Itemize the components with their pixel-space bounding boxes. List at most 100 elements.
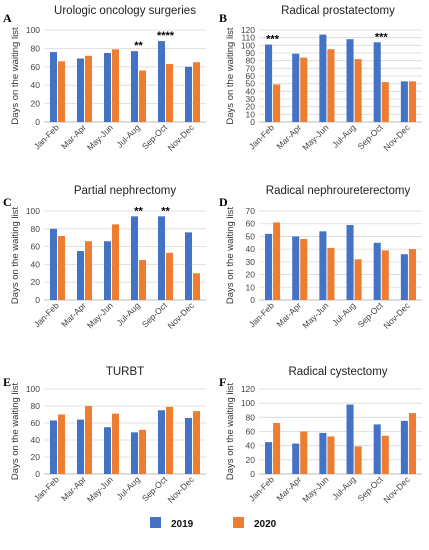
bar-2020-jan-feb (58, 235, 66, 300)
bar-2020-sep-oct (166, 406, 174, 474)
bar-2019-may-jun (319, 432, 327, 474)
x-tick-label: May-Jun (300, 122, 330, 152)
panel-label: B (219, 11, 227, 25)
bar-2019-mar-apr (292, 53, 300, 123)
x-tick-label: Mar-Apr (274, 122, 303, 151)
y-tick-label: 60 (246, 71, 256, 81)
bar-2020-jan-feb (58, 414, 66, 474)
x-tick-label: Nov-Dec (381, 300, 412, 331)
bar-2020-sep-oct (381, 82, 389, 122)
panels: A Urologic oncology surgeries Days on the … (3, 5, 422, 505)
y-tick-label: 50 (246, 79, 256, 89)
panel-label: D (219, 195, 228, 209)
bar-2020-jul-aug (139, 259, 147, 300)
bar-2019-jan-feb (265, 44, 273, 122)
y-tick-label: 0 (250, 117, 255, 127)
y-tick-label: 70 (246, 63, 256, 73)
x-tick-label: Mar-Apr (59, 474, 88, 503)
y-axis-label: Days on the waiting list (225, 207, 236, 305)
y-tick-label: 100 (241, 398, 255, 408)
y-tick-label: 80 (246, 56, 256, 66)
bar-2020-jul-aug (354, 59, 362, 122)
bar-2019-mar-apr (292, 236, 300, 300)
y-axis-label: Days on the waiting list (225, 27, 236, 125)
bar-2019-jan-feb (49, 420, 57, 474)
bar-2020-may-jun (112, 413, 120, 474)
y-tick-label: 40 (31, 435, 41, 445)
bar-2020-sep-oct (381, 250, 389, 300)
y-axis-label: Days on the waiting list (10, 27, 21, 125)
y-tick-label: 20 (31, 99, 41, 109)
x-tick-label: Jul-Aug (330, 300, 358, 328)
x-tick-label: May-Jun (300, 474, 330, 504)
bar-2020-may-jun (112, 49, 120, 122)
bar-2020-jan-feb (273, 84, 281, 122)
x-tick-label: Mar-Apr (274, 474, 303, 503)
bar-2019-may-jun (103, 427, 111, 474)
y-tick-label: 100 (26, 206, 40, 216)
y-tick-label: 20 (246, 455, 256, 465)
y-tick-label: 0 (35, 469, 40, 479)
bar-2020-sep-oct (381, 435, 389, 474)
y-tick-label: 60 (31, 418, 41, 428)
bar-2019-sep-oct (373, 242, 381, 300)
y-tick-label: 30 (246, 257, 256, 267)
bar-2020-mar-apr (300, 238, 308, 300)
bar-2020-jul-aug (139, 70, 147, 122)
y-tick-label: 90 (246, 48, 256, 58)
bar-2020-sep-oct (166, 252, 174, 300)
y-tick-label: 80 (246, 412, 256, 422)
bar-2019-may-jun (319, 34, 327, 122)
bar-2019-jul-aug (130, 216, 138, 300)
significance-marker: *** (375, 31, 389, 43)
bar-2020-nov-dec (408, 81, 416, 122)
bar-2019-sep-oct (373, 424, 381, 474)
bar-2020-nov-dec (193, 411, 201, 474)
bar-2019-jan-feb (265, 233, 273, 300)
x-tick-label: Sep-Oct (140, 474, 170, 504)
chart-title: TURBT (106, 366, 144, 378)
y-tick-label: 80 (31, 224, 41, 234)
bar-2019-nov-dec (184, 66, 192, 122)
y-tick-label: 110 (241, 33, 255, 43)
y-tick-label: 30 (246, 94, 256, 104)
chart-panel-e: E TURBT Days on the waiting list 0 20 40 60 80 1… (3, 366, 206, 505)
x-tick-label: Jul-Aug (330, 122, 358, 150)
bar-2020-sep-oct (166, 64, 174, 122)
y-tick-label: 80 (31, 43, 41, 53)
legend-swatch-2020 (233, 517, 244, 528)
significance-marker: ** (134, 205, 143, 217)
y-tick-label: 120 (241, 384, 255, 394)
bar-2019-mar-apr (76, 58, 84, 122)
bar-2020-jan-feb (273, 423, 281, 474)
y-tick-label: 10 (246, 109, 256, 119)
legend-swatch-2019 (150, 517, 161, 528)
y-tick-label: 100 (26, 25, 40, 35)
bar-2019-mar-apr (76, 419, 84, 474)
y-tick-label: 10 (246, 282, 256, 292)
bar-2019-may-jun (103, 53, 111, 122)
bar-2020-mar-apr (85, 406, 93, 474)
x-tick-label: Nov-Dec (165, 300, 196, 331)
y-tick-label: 100 (26, 384, 40, 394)
x-tick-label: Nov-Dec (165, 474, 196, 505)
x-tick-label: Nov-Dec (381, 122, 412, 153)
y-tick-label: 100 (241, 40, 255, 50)
x-tick-label: Nov-Dec (165, 122, 196, 153)
x-tick-label: Sep-Oct (140, 300, 170, 330)
x-tick-label: May-Jun (85, 474, 115, 504)
y-tick-label: 60 (246, 219, 256, 229)
bar-2019-nov-dec (184, 232, 192, 300)
y-tick-label: 20 (246, 102, 256, 112)
chart-panel-a: A Urologic oncology surgeries Days on the … (3, 5, 206, 153)
panel-label: C (3, 195, 12, 209)
x-tick-label: May-Jun (85, 300, 115, 330)
y-tick-label: 20 (246, 270, 256, 280)
y-tick-label: 40 (246, 244, 256, 254)
y-tick-label: 120 (241, 25, 255, 35)
bar-2020-may-jun (327, 436, 335, 474)
bar-2020-jul-aug (139, 429, 147, 474)
x-tick-label: Sep-Oct (356, 122, 386, 152)
chart-panel-d: D Radical nephroureterectomy Days on the w… (219, 185, 422, 331)
